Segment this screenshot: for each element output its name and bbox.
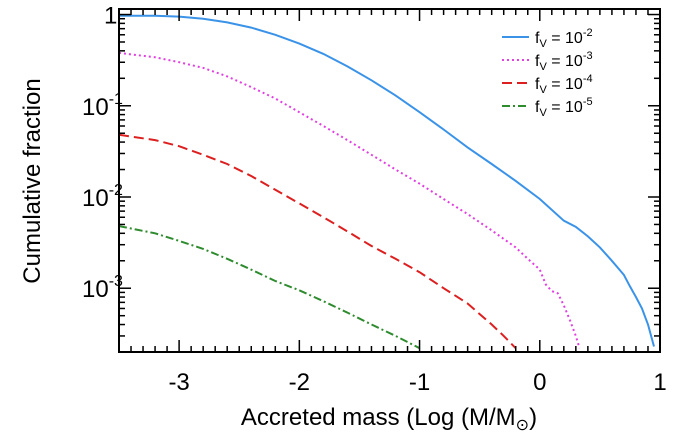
series-line-1 [119,14,655,347]
plot-frame [118,8,661,353]
series-line-4 [119,225,421,350]
tick-label-layer: -3 -2 -1 0 1 1 10-1 10-2 10-3 [82,3,667,396]
x-axis-title-suffix: ) [529,404,537,431]
y-tick-label: 1 [104,3,117,30]
legend-label-4: fV = 10-5 [535,96,593,119]
x-axis-title-main: Accreted mass (Log (M/M [241,404,516,431]
legend-label-1: fV = 10-2 [535,27,593,50]
series-layer [119,14,655,350]
x-tick-label: 1 [653,369,666,396]
x-tick-label: 0 [533,369,546,396]
legend-label-3: fV = 10-4 [535,73,593,96]
series-line-2 [119,51,581,349]
y-tick-label: 10-3 [82,273,123,303]
series-line-3 [119,133,517,349]
x-axis-title-symbol: ⊙ [516,417,529,434]
y-axis-title: Cumulative fraction [19,78,46,283]
y-tick-label: 10-1 [82,91,123,121]
legend-label-2: fV = 10-3 [535,50,593,73]
x-tick-label: -1 [409,369,430,396]
x-tick-label: -2 [289,369,310,396]
y-tick-label: 10-2 [82,182,123,212]
x-tick-label: -3 [168,369,189,396]
legend: fV = 10-2fV = 10-3fV = 10-4fV = 10-5 [502,27,593,119]
x-axis-title: Accreted mass (Log (M/M⊙) [241,404,537,434]
